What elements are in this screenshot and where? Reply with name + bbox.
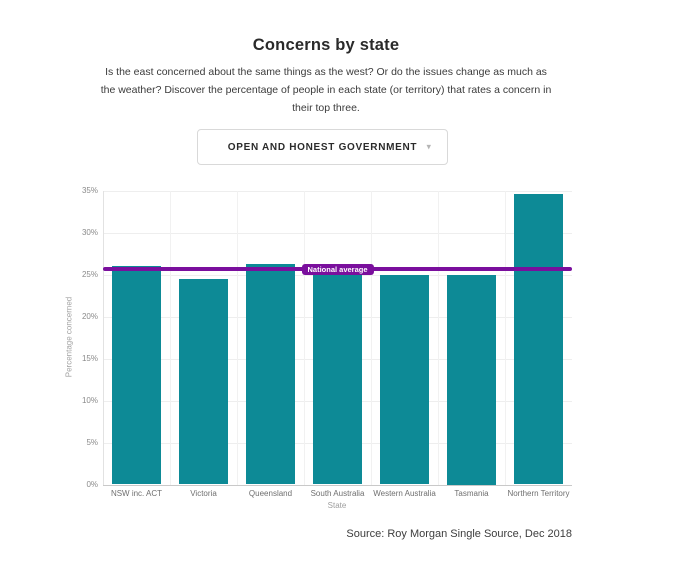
gridline (304, 190, 305, 485)
y-tick-label: 30% (81, 228, 98, 237)
y-tick-label: 25% (81, 270, 98, 279)
gridline (103, 232, 572, 234)
x-axis-line (103, 484, 572, 486)
y-tick-label: 5% (86, 438, 98, 447)
bar-victoria[interactable] (179, 278, 228, 485)
source-note: Source: Roy Morgan Single Source, Dec 20… (346, 528, 572, 540)
gridline (170, 190, 171, 485)
concern-select-value: OPEN AND HONEST GOVERNMENT (227, 141, 418, 153)
x-tick-label: Northern Territory (507, 488, 570, 498)
gridline (371, 190, 372, 485)
page-title: Concerns by state (252, 36, 400, 54)
y-tick-label: 15% (81, 354, 98, 363)
bar-northern-territory[interactable] (514, 193, 563, 485)
y-tick-label: 10% (81, 396, 98, 405)
y-axis-line (103, 190, 104, 485)
gridline (438, 190, 439, 485)
x-tick-label: South Australia (310, 488, 365, 498)
bar-queensland[interactable] (246, 264, 295, 485)
x-axis-title: State (327, 501, 347, 510)
chevron-down-icon: ▾ (426, 141, 431, 152)
gridline (237, 190, 238, 485)
x-tick-label: Victoria (190, 488, 217, 498)
bar-tasmania[interactable] (447, 274, 496, 485)
bar-nsw-inc-act[interactable] (112, 266, 161, 485)
x-tick-label: Queensland (248, 488, 293, 498)
gridline (103, 190, 572, 192)
y-tick-label: 20% (81, 312, 98, 321)
concern-select-dropdown[interactable]: OPEN AND HONEST GOVERNMENT ▾ (197, 129, 448, 165)
y-tick-label: 35% (81, 186, 98, 195)
x-tick-label: Western Australia (373, 488, 436, 498)
x-tick-label: NSW inc. ACT (110, 488, 163, 498)
national-average-label: National average (301, 263, 374, 276)
gridline (505, 190, 506, 485)
x-tick-label: Tasmania (454, 488, 489, 498)
page-description: Is the east concerned about the same thi… (100, 66, 552, 114)
y-tick-label: 0% (86, 480, 98, 489)
bar-south-australia[interactable] (313, 275, 362, 485)
y-axis-title: Percentage concerned (64, 296, 74, 378)
bar-western-australia[interactable] (380, 275, 429, 485)
